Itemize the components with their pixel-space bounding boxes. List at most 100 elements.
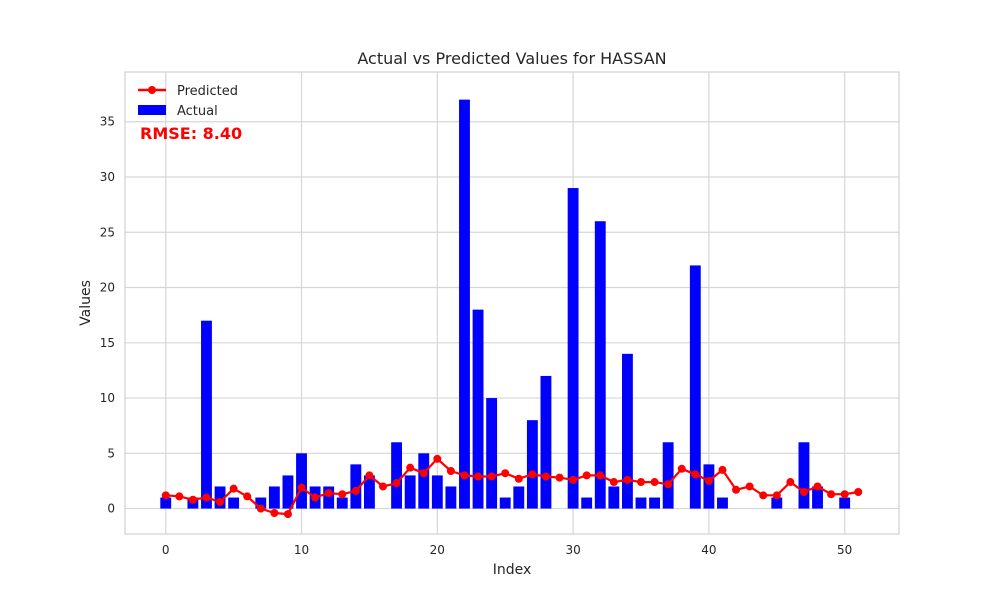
actual-bars	[160, 99, 851, 509]
predicted-point	[718, 465, 727, 474]
predicted-point	[596, 471, 605, 480]
actual-bar	[486, 398, 498, 509]
predicted-point	[419, 469, 428, 478]
predicted-point	[745, 482, 754, 491]
actual-bar	[228, 497, 240, 509]
actual-bar	[201, 320, 212, 509]
actual-bar	[214, 486, 226, 509]
x-tick-label: 30	[565, 543, 580, 557]
y-tick-label: 25	[100, 225, 115, 239]
actual-bar	[812, 486, 823, 509]
predicted-point	[365, 471, 374, 480]
y-tick-label: 5	[107, 446, 115, 460]
actual-bar	[608, 486, 620, 509]
predicted-point	[501, 469, 510, 478]
actual-bar	[662, 442, 674, 509]
actual-bar	[445, 486, 457, 509]
actual-bar	[363, 475, 375, 509]
y-axis-label: Values	[78, 280, 94, 326]
actual-bar	[540, 375, 552, 509]
actual-bar	[581, 497, 593, 509]
predicted-point	[582, 471, 591, 480]
predicted-point	[786, 478, 795, 487]
actual-bar	[798, 442, 810, 509]
predicted-point	[677, 464, 686, 473]
actual-bar	[567, 188, 579, 509]
x-tick-label: 40	[701, 543, 716, 557]
x-axis-label: Index	[493, 562, 532, 578]
actual-bar	[255, 497, 267, 509]
actual-bar	[635, 497, 647, 509]
y-tick-label: 15	[100, 336, 115, 350]
predicted-point	[161, 491, 170, 500]
x-tick-label: 20	[430, 543, 445, 557]
actual-bar	[418, 453, 430, 509]
predicted-point	[487, 472, 496, 481]
actual-bar	[513, 486, 525, 509]
actual-bar	[404, 475, 416, 509]
actual-bar	[282, 475, 294, 509]
predicted-point	[799, 488, 808, 496]
grid	[125, 72, 899, 534]
actual-bar	[717, 497, 728, 509]
predicted-point	[569, 475, 578, 484]
predicted-point	[650, 478, 659, 487]
actual-bar	[431, 475, 443, 509]
chart-title: Actual vs Predicted Values for HASSAN	[357, 49, 666, 68]
legend-actual-label: Actual	[177, 104, 218, 119]
plot-frame	[124, 71, 900, 535]
actual-bar	[526, 420, 538, 509]
predicted-point	[664, 480, 673, 489]
actual-bar	[649, 497, 661, 509]
predicted-point	[216, 497, 225, 506]
actual-bar	[472, 309, 484, 509]
actual-bar	[296, 453, 307, 509]
predicted-point	[460, 471, 469, 480]
predicted-point	[555, 473, 564, 482]
actual-bar	[621, 353, 633, 509]
predicted-point	[732, 485, 741, 494]
legend: Predicted Actual	[138, 84, 238, 119]
predicted-point	[311, 493, 320, 502]
predicted-point	[691, 470, 700, 479]
predicted-point	[609, 478, 618, 487]
predicted-point	[406, 463, 415, 472]
predicted-point	[704, 476, 713, 485]
predicted-line-series	[161, 454, 863, 519]
predicted-point	[324, 489, 333, 498]
predicted-line	[165, 457, 859, 516]
rmse-annotation: RMSE: 8.40	[140, 124, 242, 143]
predicted-point	[256, 504, 265, 513]
predicted-point	[243, 492, 252, 501]
predicted-point	[338, 490, 347, 499]
predicted-point	[759, 491, 768, 500]
y-tick-label: 0	[107, 502, 115, 516]
predicted-point	[446, 467, 455, 475]
predicted-point	[433, 454, 442, 463]
predicted-point	[270, 509, 279, 517]
predicted-point	[474, 472, 483, 481]
y-tick-label: 20	[100, 281, 115, 295]
x-tick-label: 0	[162, 543, 170, 557]
y-tick-label: 10	[100, 391, 115, 405]
predicted-point	[854, 488, 863, 496]
actual-bar	[839, 497, 851, 509]
y-tick-label: 30	[100, 170, 115, 184]
actual-bar	[689, 265, 701, 509]
actual-bar	[391, 442, 403, 509]
actual-bar	[160, 497, 172, 509]
predicted-point	[188, 495, 197, 504]
actual-bar	[499, 497, 511, 509]
predicted-point	[229, 484, 238, 493]
x-tick-label: 10	[294, 543, 309, 557]
x-tick-label: 50	[837, 543, 852, 557]
actual-bar	[459, 99, 470, 509]
predicted-point	[175, 492, 184, 501]
predicted-point	[351, 486, 360, 495]
predicted-point	[297, 483, 306, 492]
predicted-point	[637, 478, 645, 487]
predicted-point	[283, 510, 292, 519]
actual-bar	[336, 497, 348, 509]
predicted-point	[623, 475, 632, 484]
